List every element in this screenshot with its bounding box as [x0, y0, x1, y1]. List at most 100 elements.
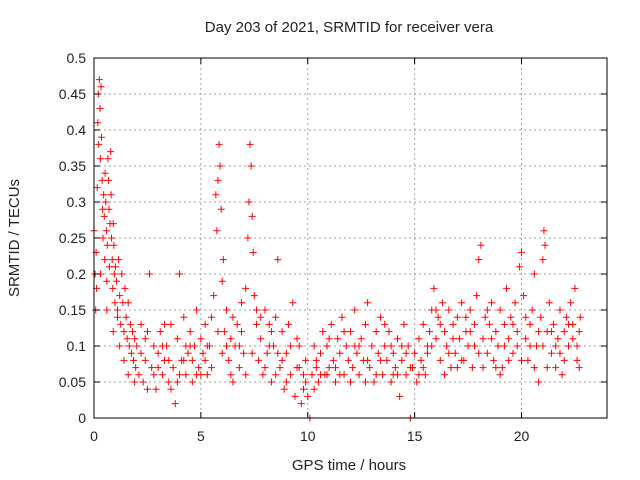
- data-point: [122, 313, 130, 321]
- data-point: [421, 371, 429, 379]
- data-points: [90, 76, 584, 422]
- data-point: [539, 256, 547, 264]
- data-point: [193, 371, 201, 379]
- data-point: [381, 342, 389, 350]
- data-point: [406, 364, 414, 372]
- data-point: [135, 371, 143, 379]
- data-point: [462, 313, 470, 321]
- data-point: [340, 328, 348, 336]
- data-point: [314, 378, 322, 386]
- data-point: [436, 356, 444, 364]
- data-point: [317, 371, 325, 379]
- data-point: [470, 342, 478, 350]
- data-point: [165, 356, 173, 364]
- data-point: [261, 364, 269, 372]
- data-point: [466, 306, 474, 314]
- data-point: [158, 342, 166, 350]
- data-point: [237, 299, 245, 307]
- data-point: [428, 342, 436, 350]
- data-point: [302, 378, 310, 386]
- data-point: [411, 349, 419, 357]
- data-point: [507, 313, 515, 321]
- data-point: [97, 133, 105, 141]
- data-point: [535, 378, 543, 386]
- data-point: [130, 356, 138, 364]
- data-point: [441, 328, 449, 336]
- data-point: [402, 371, 410, 379]
- data-point: [143, 328, 151, 336]
- data-point: [545, 299, 553, 307]
- data-point: [456, 335, 464, 343]
- data-point: [325, 364, 333, 372]
- data-point: [492, 328, 500, 336]
- data-point: [117, 320, 125, 328]
- data-point: [182, 371, 190, 379]
- data-point: [376, 356, 384, 364]
- data-point: [488, 299, 496, 307]
- data-point: [550, 320, 558, 328]
- data-point: [520, 292, 528, 300]
- data-point: [103, 241, 111, 249]
- data-point: [102, 198, 110, 206]
- data-point: [475, 256, 483, 264]
- x-tick-label: 15: [407, 428, 423, 444]
- data-point: [282, 349, 290, 357]
- y-tick-label: 0.4: [67, 122, 87, 138]
- data-point: [186, 342, 194, 350]
- data-point: [214, 328, 222, 336]
- data-point: [530, 270, 538, 278]
- data-point: [173, 335, 181, 343]
- data-point: [99, 205, 107, 213]
- data-point: [227, 371, 235, 379]
- data-point: [310, 342, 318, 350]
- data-point: [123, 335, 131, 343]
- data-point: [148, 364, 156, 372]
- data-point: [355, 371, 363, 379]
- data-point: [423, 349, 431, 357]
- data-point: [126, 320, 134, 328]
- data-point: [312, 364, 320, 372]
- data-point: [547, 328, 555, 336]
- data-point: [212, 191, 220, 199]
- data-point: [441, 371, 449, 379]
- data-point: [274, 256, 282, 264]
- data-point: [556, 349, 564, 357]
- data-point: [351, 342, 359, 350]
- data-point: [376, 313, 384, 321]
- data-point: [265, 320, 273, 328]
- data-point: [513, 342, 521, 350]
- data-point: [193, 306, 201, 314]
- data-point: [436, 320, 444, 328]
- data-point: [347, 328, 354, 336]
- data-point: [413, 378, 421, 386]
- data-point: [131, 378, 139, 386]
- data-point: [496, 371, 504, 379]
- data-point: [216, 162, 224, 170]
- data-point: [235, 342, 243, 350]
- data-point: [492, 364, 500, 372]
- data-point: [323, 342, 331, 350]
- data-point: [398, 356, 406, 364]
- data-point: [389, 349, 397, 357]
- data-point: [560, 356, 568, 364]
- data-point: [223, 306, 231, 314]
- y-tick-label: 0.1: [67, 338, 87, 354]
- data-point: [513, 328, 521, 336]
- data-point: [225, 356, 233, 364]
- data-point: [116, 292, 124, 300]
- data-point: [186, 328, 194, 336]
- data-point: [101, 256, 109, 264]
- data-point: [299, 385, 307, 393]
- data-point: [161, 320, 169, 328]
- data-point: [304, 392, 312, 400]
- data-point: [133, 342, 141, 350]
- data-point: [394, 335, 402, 343]
- data-point: [203, 342, 211, 350]
- data-point: [199, 349, 207, 357]
- data-point: [323, 371, 331, 379]
- data-point: [203, 371, 211, 379]
- data-point: [217, 205, 225, 213]
- data-point: [285, 320, 293, 328]
- data-point: [349, 364, 357, 372]
- data-point: [146, 270, 154, 278]
